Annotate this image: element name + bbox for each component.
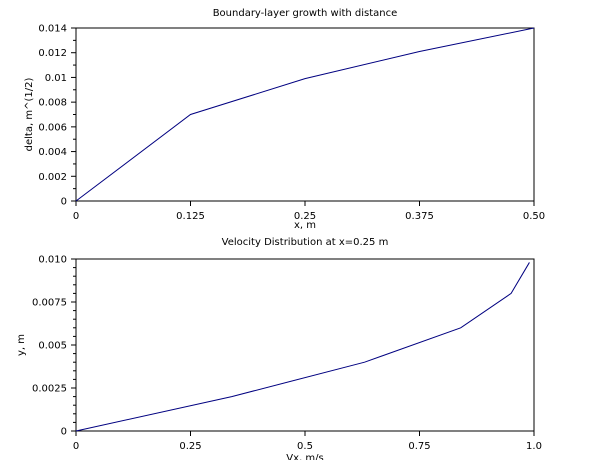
- y-axis-title: delta, m^(1/2): [24, 78, 35, 152]
- y-tick-label: 0: [61, 197, 67, 208]
- y-tick-label: 0.010: [38, 255, 67, 266]
- x-tick-label: 1.0: [526, 441, 542, 452]
- data-point: [419, 51, 420, 52]
- y-tick-label: 0.004: [38, 147, 67, 158]
- x-axis-title: Vx, m/s: [286, 453, 323, 460]
- data-point: [75, 430, 76, 431]
- plot-frame: [75, 27, 535, 202]
- y-tick-label: 0.0025: [32, 384, 67, 395]
- x-tick-label: 0: [73, 441, 79, 452]
- y-tick-label: 0.01: [45, 73, 67, 84]
- data-point: [529, 262, 530, 263]
- data-point: [75, 200, 76, 201]
- chart-title: Velocity Distribution at x=0.25 m: [222, 237, 389, 248]
- data-point: [364, 362, 365, 363]
- data-point: [231, 396, 232, 397]
- data-point: [511, 293, 512, 294]
- x-tick-label: 0.125: [176, 211, 205, 222]
- x-tick-label: 0.75: [408, 441, 430, 452]
- x-tick-label: 0: [73, 211, 79, 222]
- y-tick-label: 0.012: [38, 48, 67, 59]
- y-axis-title: y, m: [16, 334, 27, 356]
- series-line: [75, 262, 530, 432]
- chart-velocity-distribution: Velocity Distribution at x=0.25 m 0 0.25 0.…: [16, 237, 542, 464]
- x-axis-title: x, m: [294, 220, 316, 231]
- chart-boundary-layer: Boundary-layer growth with distance 0 0.12…: [24, 8, 545, 231]
- y-tick-label: 0.002: [38, 172, 67, 183]
- data-point: [190, 114, 191, 115]
- y-tick-label: 0: [61, 427, 67, 438]
- data-point: [304, 78, 305, 79]
- y-tick-label: 0.008: [38, 98, 67, 109]
- x-tick-label: 0.5: [297, 441, 313, 452]
- series-line: [75, 27, 535, 202]
- data-point: [533, 27, 534, 28]
- x-tick-label: 0.375: [405, 211, 434, 222]
- x-tick-label: 0.25: [179, 441, 201, 452]
- y-tick-label: 0.0075: [32, 298, 67, 309]
- x-tick-label: 0.25: [294, 211, 316, 222]
- plot-frame: [75, 258, 535, 432]
- data-point: [460, 327, 461, 328]
- y-tick-label: 0.006: [38, 122, 67, 133]
- y-tick-label: 0.005: [38, 341, 67, 352]
- y-tick-label: 0.014: [38, 24, 67, 35]
- chart-title: Boundary-layer growth with distance: [213, 8, 398, 19]
- x-tick-label: 0.50: [523, 211, 545, 222]
